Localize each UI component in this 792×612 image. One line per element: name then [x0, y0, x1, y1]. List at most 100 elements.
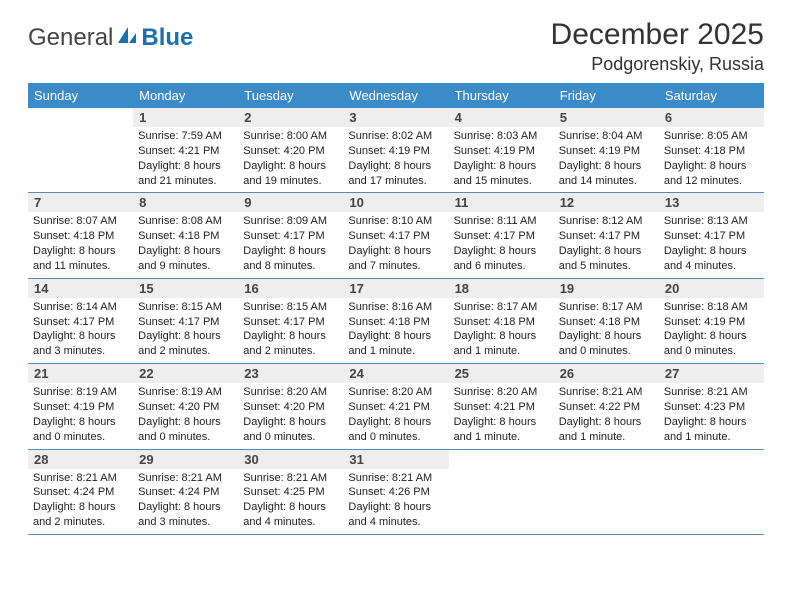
day-cell: 5Sunrise: 8:04 AMSunset: 4:19 PMDaylight… — [554, 108, 659, 192]
day-detail-line: Daylight: 8 hours — [138, 244, 233, 259]
day-detail-line: Daylight: 8 hours — [559, 329, 654, 344]
day-detail-line: Sunrise: 8:00 AM — [243, 129, 338, 144]
day-detail-line: Sunrise: 8:21 AM — [664, 385, 759, 400]
sail-icon — [116, 25, 138, 52]
day-cell: 1Sunrise: 7:59 AMSunset: 4:21 PMDaylight… — [133, 108, 238, 192]
day-cell: 22Sunrise: 8:19 AMSunset: 4:20 PMDayligh… — [133, 364, 238, 448]
day-detail-line: Daylight: 8 hours — [243, 500, 338, 515]
day-detail-line: and 6 minutes. — [454, 259, 549, 274]
day-number: 7 — [28, 193, 133, 212]
day-detail-line: Sunrise: 8:20 AM — [243, 385, 338, 400]
day-detail-line: and 1 minute. — [348, 344, 443, 359]
day-detail-line: Sunrise: 8:21 AM — [243, 471, 338, 486]
day-details: Sunrise: 8:21 AMSunset: 4:25 PMDaylight:… — [238, 469, 343, 534]
weekday-header: Saturday — [659, 83, 764, 108]
day-cell: 14Sunrise: 8:14 AMSunset: 4:17 PMDayligh… — [28, 279, 133, 363]
day-number: 16 — [238, 279, 343, 298]
day-details: Sunrise: 8:21 AMSunset: 4:22 PMDaylight:… — [554, 383, 659, 448]
day-details: Sunrise: 8:10 AMSunset: 4:17 PMDaylight:… — [343, 212, 448, 277]
day-detail-line: Sunrise: 8:17 AM — [454, 300, 549, 315]
day-detail-line: Sunrise: 8:20 AM — [348, 385, 443, 400]
day-details: Sunrise: 8:12 AMSunset: 4:17 PMDaylight:… — [554, 212, 659, 277]
day-detail-line: Sunset: 4:20 PM — [138, 400, 233, 415]
weeks-container: 1Sunrise: 7:59 AMSunset: 4:21 PMDaylight… — [28, 108, 764, 535]
day-detail-line: Sunset: 4:21 PM — [138, 144, 233, 159]
day-detail-line: and 14 minutes. — [559, 174, 654, 189]
day-number: 1 — [133, 108, 238, 127]
day-number: 13 — [659, 193, 764, 212]
day-details: Sunrise: 8:11 AMSunset: 4:17 PMDaylight:… — [449, 212, 554, 277]
week-row: 21Sunrise: 8:19 AMSunset: 4:19 PMDayligh… — [28, 364, 764, 449]
day-detail-line: and 4 minutes. — [243, 515, 338, 530]
title-block: December 2025 Podgorenskiy, Russia — [551, 18, 764, 75]
day-detail-line: Sunrise: 8:17 AM — [559, 300, 654, 315]
day-detail-line: Sunset: 4:24 PM — [33, 485, 128, 500]
day-cell — [554, 450, 659, 534]
weekday-header: Tuesday — [238, 83, 343, 108]
weekday-header: Sunday — [28, 83, 133, 108]
day-detail-line: Daylight: 8 hours — [33, 500, 128, 515]
day-cell: 20Sunrise: 8:18 AMSunset: 4:19 PMDayligh… — [659, 279, 764, 363]
day-cell: 28Sunrise: 8:21 AMSunset: 4:24 PMDayligh… — [28, 450, 133, 534]
day-detail-line: Sunrise: 8:21 AM — [559, 385, 654, 400]
day-details: Sunrise: 8:20 AMSunset: 4:20 PMDaylight:… — [238, 383, 343, 448]
week-row: 1Sunrise: 7:59 AMSunset: 4:21 PMDaylight… — [28, 108, 764, 193]
day-detail-line: and 12 minutes. — [664, 174, 759, 189]
day-cell: 27Sunrise: 8:21 AMSunset: 4:23 PMDayligh… — [659, 364, 764, 448]
day-detail-line: Sunrise: 8:05 AM — [664, 129, 759, 144]
day-details: Sunrise: 8:00 AMSunset: 4:20 PMDaylight:… — [238, 127, 343, 192]
day-cell: 7Sunrise: 8:07 AMSunset: 4:18 PMDaylight… — [28, 193, 133, 277]
day-detail-line: and 0 minutes. — [559, 344, 654, 359]
day-cell: 8Sunrise: 8:08 AMSunset: 4:18 PMDaylight… — [133, 193, 238, 277]
day-detail-line: Daylight: 8 hours — [33, 415, 128, 430]
day-cell: 6Sunrise: 8:05 AMSunset: 4:18 PMDaylight… — [659, 108, 764, 192]
day-number: 20 — [659, 279, 764, 298]
day-cell: 9Sunrise: 8:09 AMSunset: 4:17 PMDaylight… — [238, 193, 343, 277]
day-detail-line: Daylight: 8 hours — [348, 159, 443, 174]
day-number — [449, 450, 554, 469]
day-detail-line: Sunset: 4:18 PM — [138, 229, 233, 244]
day-details: Sunrise: 8:21 AMSunset: 4:23 PMDaylight:… — [659, 383, 764, 448]
day-detail-line: Sunrise: 8:03 AM — [454, 129, 549, 144]
day-detail-line: and 7 minutes. — [348, 259, 443, 274]
day-detail-line: Sunrise: 8:02 AM — [348, 129, 443, 144]
day-details — [554, 469, 659, 475]
day-number: 18 — [449, 279, 554, 298]
day-detail-line: and 1 minute. — [454, 430, 549, 445]
weekday-header: Wednesday — [343, 83, 448, 108]
day-details — [28, 127, 133, 133]
day-cell: 15Sunrise: 8:15 AMSunset: 4:17 PMDayligh… — [133, 279, 238, 363]
weekday-header: Friday — [554, 83, 659, 108]
day-number: 26 — [554, 364, 659, 383]
day-detail-line: Daylight: 8 hours — [348, 500, 443, 515]
day-detail-line: Sunrise: 8:11 AM — [454, 214, 549, 229]
day-detail-line: Daylight: 8 hours — [243, 329, 338, 344]
day-details: Sunrise: 8:16 AMSunset: 4:18 PMDaylight:… — [343, 298, 448, 363]
day-detail-line: Sunrise: 8:07 AM — [33, 214, 128, 229]
day-detail-line: and 3 minutes. — [33, 344, 128, 359]
day-detail-line: Sunrise: 8:15 AM — [138, 300, 233, 315]
day-detail-line: Sunset: 4:19 PM — [348, 144, 443, 159]
day-cell: 25Sunrise: 8:20 AMSunset: 4:21 PMDayligh… — [449, 364, 554, 448]
day-detail-line: Sunrise: 8:13 AM — [664, 214, 759, 229]
brand-part2: Blue — [141, 24, 193, 52]
day-detail-line: Daylight: 8 hours — [454, 244, 549, 259]
day-details: Sunrise: 7:59 AMSunset: 4:21 PMDaylight:… — [133, 127, 238, 192]
day-details: Sunrise: 8:21 AMSunset: 4:24 PMDaylight:… — [28, 469, 133, 534]
day-number: 27 — [659, 364, 764, 383]
day-detail-line: and 1 minute. — [559, 430, 654, 445]
day-detail-line: Sunrise: 8:16 AM — [348, 300, 443, 315]
day-detail-line: and 0 minutes. — [33, 430, 128, 445]
brand-part1: General — [28, 24, 113, 52]
day-detail-line: Sunrise: 8:18 AM — [664, 300, 759, 315]
day-number: 30 — [238, 450, 343, 469]
day-number: 8 — [133, 193, 238, 212]
day-details: Sunrise: 8:05 AMSunset: 4:18 PMDaylight:… — [659, 127, 764, 192]
day-detail-line: Daylight: 8 hours — [348, 244, 443, 259]
day-detail-line: and 17 minutes. — [348, 174, 443, 189]
day-detail-line: Sunset: 4:23 PM — [664, 400, 759, 415]
day-cell: 17Sunrise: 8:16 AMSunset: 4:18 PMDayligh… — [343, 279, 448, 363]
day-detail-line: Daylight: 8 hours — [243, 159, 338, 174]
day-number: 5 — [554, 108, 659, 127]
day-details: Sunrise: 8:15 AMSunset: 4:17 PMDaylight:… — [238, 298, 343, 363]
